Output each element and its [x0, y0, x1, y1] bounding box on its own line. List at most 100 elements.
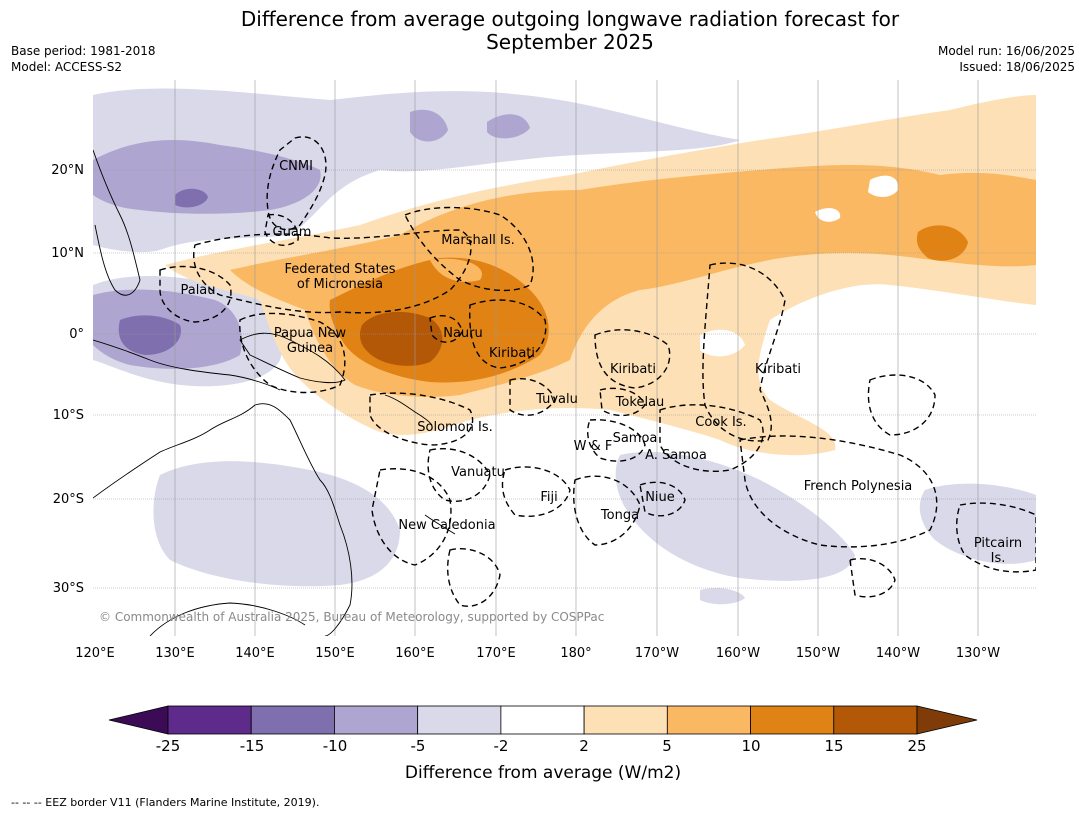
eez-frpoly-north: [867, 374, 936, 436]
eez-frpoly: [739, 435, 938, 548]
south-coast: [149, 602, 306, 636]
anomaly-field: [93, 88, 1036, 605]
chart-title: Difference from average outgoing longwav…: [0, 8, 1085, 54]
label-samoa: Samoa: [613, 431, 658, 446]
lon-tick-150e: 150°E: [315, 646, 355, 661]
label-fsm-1: Federated States: [285, 262, 396, 277]
neg-blob-south-small: [700, 587, 745, 605]
colorbar-bin-8: [833, 705, 918, 735]
colorbar-bin-3: [417, 705, 502, 735]
neg-blob-north-2: [410, 109, 448, 142]
colorbar-tick-labels: -25 -15 -10 -5 -2 2 5 10 15 25: [156, 737, 927, 755]
graticule: [93, 80, 1036, 636]
title-line-1: Difference from average outgoing longwav…: [240, 7, 900, 31]
cb-tick-n15: -15: [240, 737, 265, 755]
australia-coast: [93, 403, 353, 636]
lon-tick-120e: 120°E: [75, 646, 115, 661]
newcal-coast: [424, 514, 456, 535]
label-newcal: New Caledonia: [398, 518, 495, 533]
lon-tick-140w: 140°W: [876, 646, 920, 661]
pos-blob-mid-2: [430, 258, 482, 282]
label-png-2: Guinea: [287, 341, 333, 356]
lat-tick-labels: 20°N 10°N 0° 10°S 20°S 30°S: [51, 163, 84, 596]
pos-blob-strong-east: [916, 225, 968, 261]
eez-niue: [639, 481, 686, 517]
cb-tick-15: 15: [824, 737, 843, 755]
issued-date: Issued: 18/06/2025: [959, 60, 1075, 74]
lon-tick-150w: 150°W: [796, 646, 840, 661]
label-solomon: Solomon Is.: [417, 420, 493, 435]
label-cnmi: CNMI: [279, 159, 313, 174]
neg-band-south-east: [615, 451, 855, 581]
cb-tick-5: 5: [662, 737, 672, 755]
label-wf: W & F: [574, 439, 613, 454]
lat-tick-10n: 10°N: [51, 246, 84, 261]
pos-white-hole-3: [700, 329, 745, 357]
label-frpoly: French Polynesia: [804, 479, 913, 494]
lon-tick-180: 180°: [560, 646, 591, 661]
pos-white-hole-1: [868, 175, 899, 197]
eez-vanuatu: [427, 448, 491, 502]
eez-png: [239, 312, 346, 394]
label-marshall: Marshall Is.: [441, 233, 515, 248]
cb-tick-10: 10: [741, 737, 760, 755]
meta-right: Model run: 16/06/2025 Issued: 18/06/2025: [938, 43, 1075, 75]
eez-borders: [159, 136, 1036, 607]
label-palau: Palau: [180, 283, 215, 298]
label-fsm-2: of Micronesia: [297, 277, 383, 292]
eez-fiji: [501, 466, 571, 517]
philippines-coast: [93, 149, 141, 296]
eez-newcal: [371, 468, 452, 566]
label-guam: Guam: [273, 225, 312, 240]
colorbar-over-arrow: [916, 705, 978, 735]
lon-tick-170e: 170°E: [476, 646, 516, 661]
meta-left: Base period: 1981-2018 Model: ACCESS-S2: [11, 43, 156, 75]
colorbar-bins: [167, 705, 918, 735]
cb-tick-2: 2: [579, 737, 589, 755]
eez-tonga: [573, 475, 641, 546]
label-nauru: Nauru: [443, 326, 483, 341]
new-guinea-coast: [239, 332, 346, 384]
colorbar: -25 -15 -10 -5 -2 2 5 10 15 25 Differenc…: [108, 705, 978, 783]
lon-tick-160w: 160°W: [716, 646, 760, 661]
label-asamoa: A. Samoa: [645, 448, 707, 463]
eez-kiribati-w: [469, 299, 547, 369]
eez-kiribati-e: [702, 262, 786, 442]
lon-tick-130w: 130°W: [956, 646, 1000, 661]
neg-blob-dark-eq: [118, 315, 181, 355]
label-tonga: Tonga: [600, 508, 639, 523]
lon-tick-140e: 140°E: [235, 646, 275, 661]
eez-nauru: [429, 314, 463, 343]
neg-band-mid-north: [93, 140, 321, 214]
lat-tick-10s: 10°S: [53, 408, 84, 423]
colorbar-bin-1: [250, 705, 335, 735]
coastlines: [93, 149, 456, 636]
label-pitcairn-2: Is.: [991, 551, 1006, 566]
colorbar-under-arrow: [108, 705, 169, 735]
eez-south: [447, 548, 501, 607]
colorbar-bin-5: [583, 705, 668, 735]
eez-cook: [659, 404, 764, 472]
lat-tick-0: 0°: [69, 327, 84, 342]
eez-tuvalu: [509, 378, 556, 416]
colorbar-bin-0: [167, 705, 252, 735]
cb-tick-n25: -25: [156, 737, 181, 755]
eez-pitcairn: [956, 502, 1036, 573]
neg-blob-dark-north: [175, 188, 208, 208]
eez-cnmi: [266, 136, 327, 231]
label-pitcairn-1: Pitcairn: [974, 536, 1022, 551]
label-fiji: Fiji: [540, 490, 557, 505]
colorbar-bin-6: [666, 705, 751, 735]
eez-kiribati-c: [594, 329, 671, 389]
label-kiribati-w: Kiribati: [489, 346, 535, 361]
lon-tick-170w: 170°W: [635, 646, 679, 661]
copyright-notice: © Commonwealth of Australia 2025, Bureau…: [99, 610, 604, 624]
cb-tick-n10: -10: [323, 737, 348, 755]
label-vanuatu: Vanuatu: [451, 465, 505, 480]
lat-tick-20s: 20°S: [53, 492, 84, 507]
base-period: Base period: 1981-2018: [11, 44, 156, 58]
eez-samoa: [587, 419, 646, 462]
title-line-2: September 2025: [486, 30, 654, 54]
lat-tick-30s: 30°S: [53, 581, 84, 596]
cb-tick-n2: -2: [494, 737, 509, 755]
